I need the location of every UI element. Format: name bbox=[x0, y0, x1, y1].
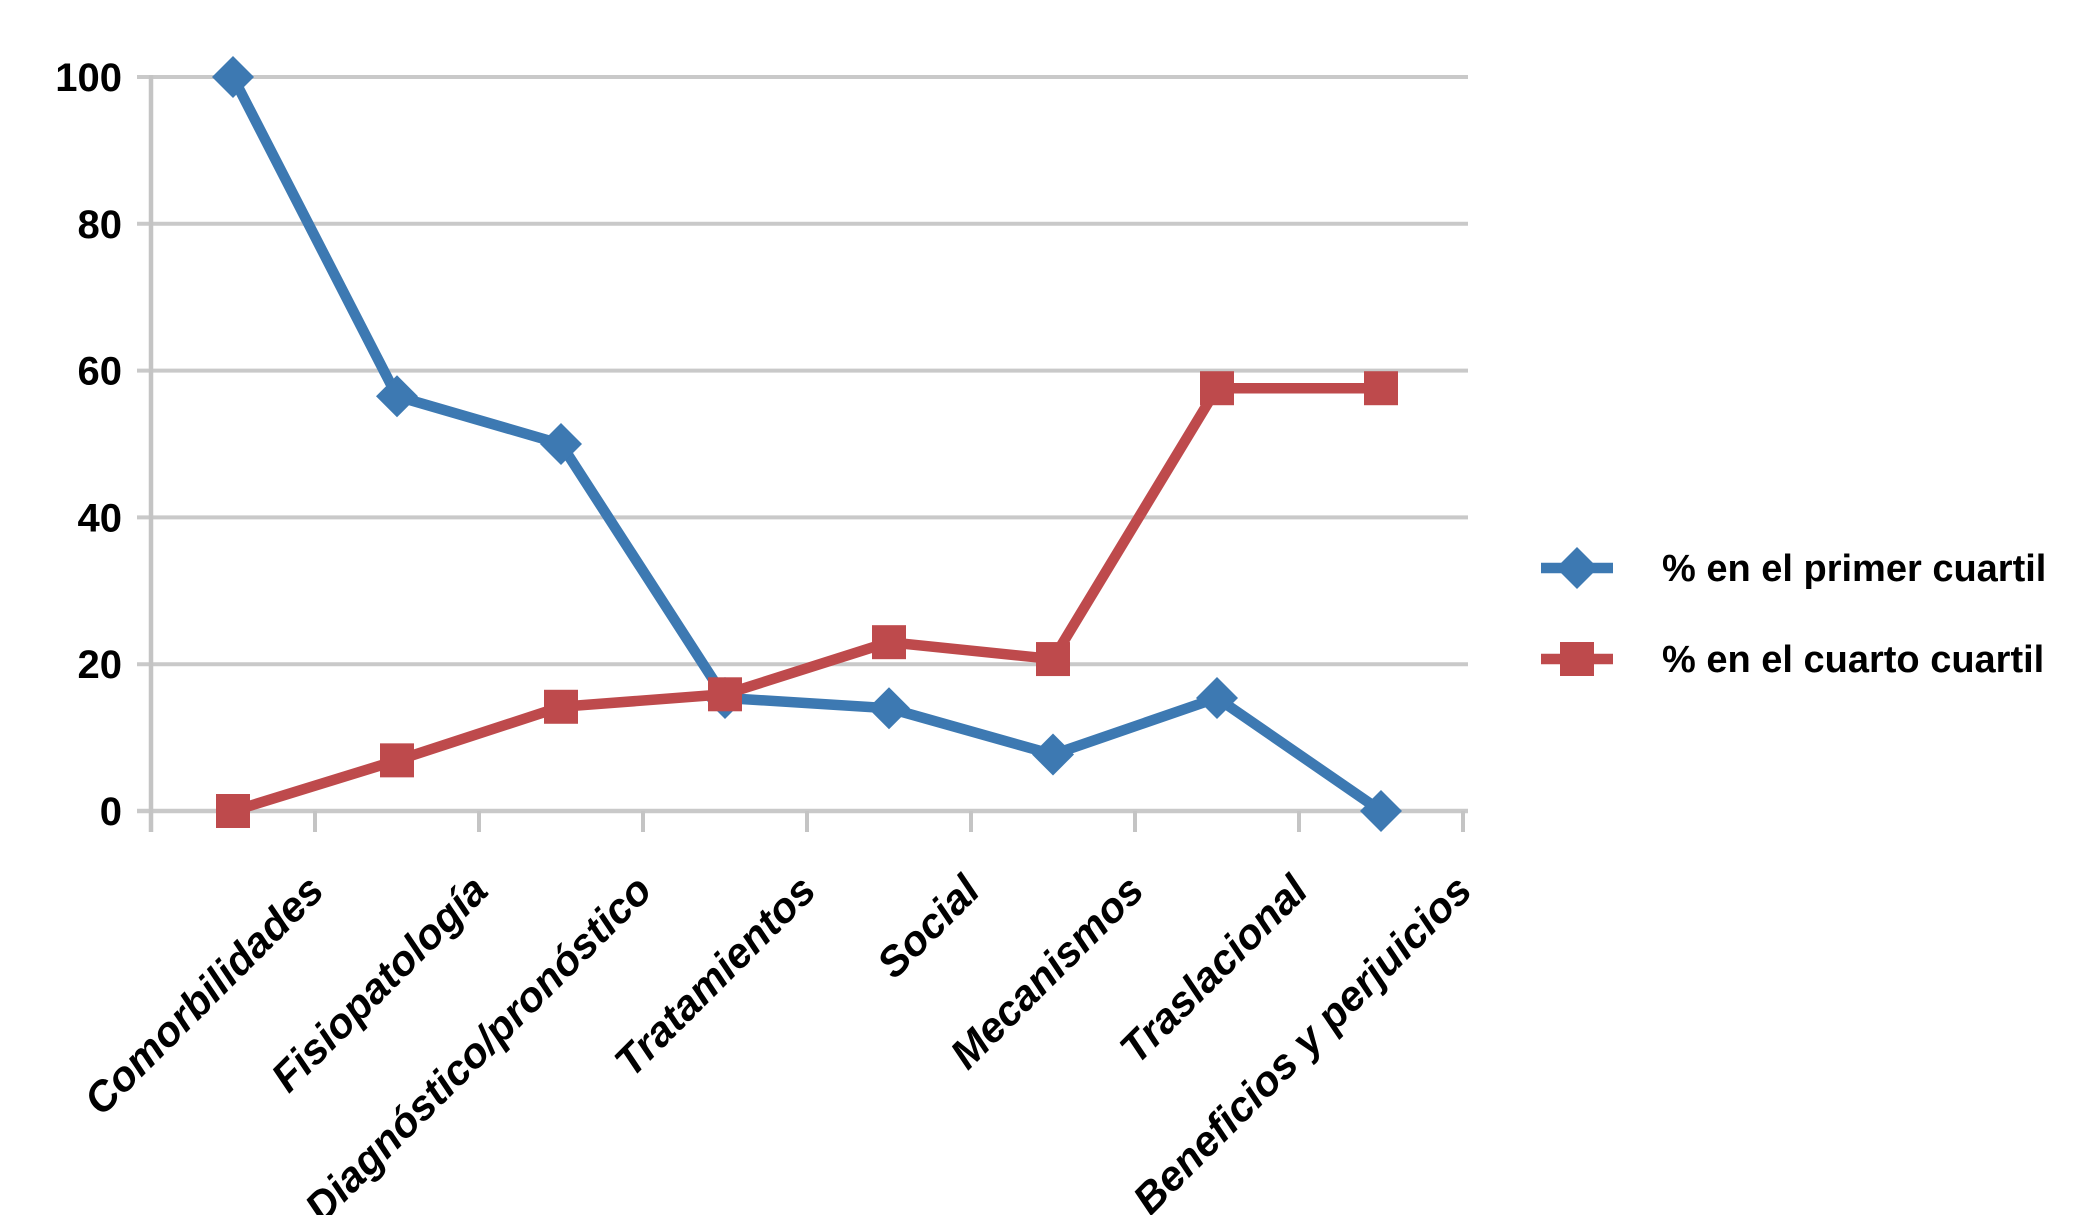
series-line bbox=[227, 71, 1387, 817]
y-axis-tick-label: 60 bbox=[78, 350, 123, 394]
x-axis-category-label: Social bbox=[868, 865, 990, 987]
data-point-square bbox=[708, 677, 742, 712]
data-point-diamond bbox=[1196, 676, 1238, 719]
data-point-square bbox=[1036, 642, 1070, 677]
data-point-square bbox=[216, 794, 250, 828]
x-axis-category-label: Beneficios y perjuicios bbox=[1124, 866, 1481, 1215]
series-cuarto-cuartil bbox=[216, 371, 1398, 828]
data-point-diamond bbox=[868, 687, 910, 730]
legend-label: % en el primer cuartil bbox=[1662, 548, 2046, 590]
data-point-square bbox=[872, 625, 906, 660]
legend-label: % en el cuarto cuartil bbox=[1662, 639, 2044, 681]
data-point-square bbox=[544, 689, 578, 724]
series-line bbox=[227, 382, 1387, 817]
legend-item: % en el primer cuartil bbox=[1541, 547, 2046, 590]
legend-diamond-icon bbox=[1556, 547, 1598, 589]
y-axis-tick-label: 100 bbox=[55, 56, 122, 100]
data-point-diamond bbox=[1360, 790, 1402, 832]
y-axis-tick-label: 80 bbox=[78, 203, 123, 247]
y-axis-tick-label: 20 bbox=[78, 643, 123, 687]
data-point-square bbox=[1200, 371, 1234, 406]
data-point-diamond bbox=[1032, 733, 1074, 776]
legend-item: % en el cuarto cuartil bbox=[1541, 639, 2044, 681]
y-axis-tick-label: 0 bbox=[100, 790, 122, 834]
legend: % en el primer cuartil % en el cuarto cua… bbox=[1541, 547, 2046, 681]
data-point-diamond bbox=[376, 375, 418, 418]
data-point-diamond bbox=[212, 56, 254, 98]
series-primer-cuartil bbox=[212, 56, 1402, 832]
data-point-diamond bbox=[540, 423, 582, 465]
data-point-square bbox=[380, 743, 414, 778]
y-axis-tick-label: 40 bbox=[78, 496, 123, 540]
data-point-square bbox=[1364, 371, 1398, 406]
legend-square-icon bbox=[1560, 642, 1594, 676]
